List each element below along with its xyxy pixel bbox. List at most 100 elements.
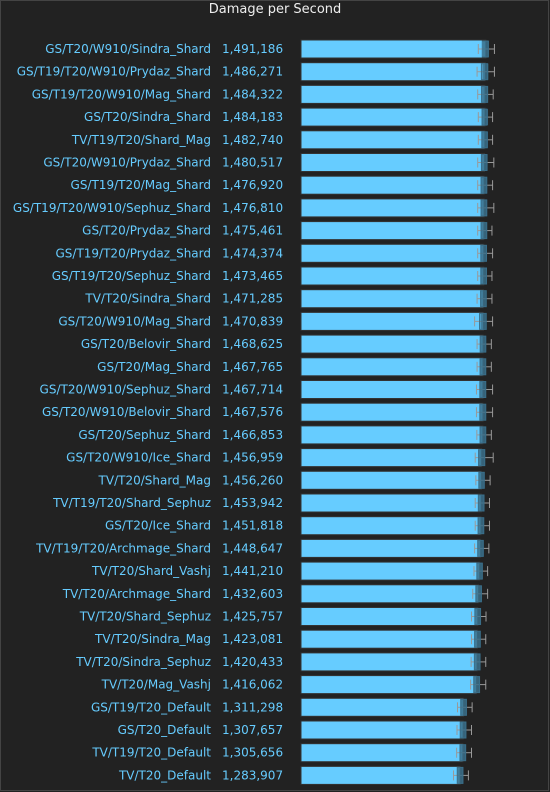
bar <box>300 765 461 785</box>
mean-marker <box>481 154 488 171</box>
row-value: 1,482,740 <box>222 133 283 147</box>
row-label: GS/T20/Sindra_Shard <box>84 110 211 124</box>
mean-marker <box>480 290 487 307</box>
row-label: GS/T20/Sephuz_Shard <box>78 428 211 442</box>
mean-marker <box>473 676 480 693</box>
row-value: 1,475,461 <box>222 224 283 238</box>
bar <box>300 221 485 241</box>
mean-marker <box>480 268 487 284</box>
bar <box>300 675 478 695</box>
mean-marker <box>479 404 486 421</box>
row-value: 1,471,285 <box>222 292 283 306</box>
mean-marker <box>474 631 481 648</box>
row-label: TV/T20_Default <box>118 768 211 782</box>
row-label: TV/T20/Shard_Vashj <box>91 564 211 578</box>
bar <box>300 198 485 218</box>
mean-marker <box>460 699 467 716</box>
row-label: TV/T20/Shard_Sephuz <box>79 610 211 624</box>
row-value: 1,480,517 <box>222 156 283 170</box>
row-value: 1,441,210 <box>222 564 283 578</box>
bar <box>300 743 464 763</box>
row-label: GS/T20/W910/Mag_Shard <box>58 314 211 328</box>
bar <box>300 39 487 59</box>
mean-marker <box>480 358 487 375</box>
bar <box>300 516 482 536</box>
row-value: 1,476,810 <box>222 201 283 215</box>
bar <box>300 153 486 172</box>
bar <box>300 357 484 377</box>
mean-marker <box>478 472 485 489</box>
row-value: 1,451,818 <box>222 519 283 533</box>
bar <box>300 175 485 195</box>
row-label: GS/T20/Mag_Shard <box>97 360 211 374</box>
row-value: 1,473,465 <box>222 269 283 283</box>
row-value: 1,491,186 <box>222 42 283 56</box>
bar <box>300 266 485 286</box>
row-value: 1,416,062 <box>222 678 283 692</box>
mean-marker <box>477 540 484 557</box>
mean-marker <box>482 86 489 103</box>
mean-marker <box>474 653 481 670</box>
row-value: 1,448,647 <box>222 541 283 555</box>
row-value: 1,486,271 <box>222 65 283 79</box>
bar <box>300 107 486 127</box>
row-label: GS/T20/Ice_Shard <box>105 519 211 533</box>
bar <box>300 130 486 150</box>
row-value: 1,307,657 <box>222 723 283 737</box>
mean-marker <box>474 608 481 625</box>
row-value: 1,466,853 <box>222 428 283 442</box>
bar <box>300 448 483 468</box>
bar <box>300 493 482 513</box>
mean-marker <box>476 563 483 580</box>
row-value: 1,283,907 <box>222 768 283 782</box>
chart-title: Damage per Second <box>208 2 342 17</box>
bar <box>300 652 478 672</box>
row-label: GS/T19/T20/Prydaz_Shard <box>56 246 212 260</box>
row-label: GS/T20/W910/Prydaz_Shard <box>43 156 211 170</box>
row-value: 1,467,576 <box>222 405 283 419</box>
mean-marker <box>482 109 489 126</box>
row-label: GS/T20/W910/Sindra_Shard <box>45 42 211 56</box>
mean-marker <box>480 313 487 330</box>
bar <box>300 334 484 354</box>
mean-marker <box>480 222 487 239</box>
row-value: 1,425,757 <box>222 610 283 624</box>
bar <box>300 311 484 331</box>
row-label: GS/T20/Prydaz_Shard <box>82 224 211 238</box>
row-value: 1,467,765 <box>222 360 283 374</box>
row-label: TV/T19/T20/Shard_Mag <box>71 133 211 147</box>
bar <box>300 697 465 717</box>
mean-marker <box>482 41 489 57</box>
bar <box>300 584 480 604</box>
row-value: 1,456,959 <box>222 451 283 465</box>
bar <box>300 380 484 399</box>
row-label: GS/T20/Belovir_Shard <box>81 337 211 351</box>
row-label: GS/T19/T20/Mag_Shard <box>71 178 211 192</box>
mean-marker <box>482 63 489 80</box>
row-label: GS/T19/T20/W910/Prydaz_Shard <box>17 65 211 79</box>
mean-marker <box>459 744 466 761</box>
row-value: 1,484,183 <box>222 110 283 124</box>
mean-marker <box>478 517 485 534</box>
bar <box>300 243 485 263</box>
bar <box>300 289 484 309</box>
mean-marker <box>475 585 482 602</box>
row-label: TV/T19/T20/Archmage_Shard <box>35 541 211 555</box>
row-label: TV/T19/T20/Shard_Sephuz <box>52 496 211 510</box>
row-label: GS/T20/W910/Sephuz_Shard <box>40 383 211 397</box>
row-label: TV/T20/Sindra_Mag <box>94 632 211 646</box>
bar <box>300 629 478 649</box>
mean-marker <box>480 336 487 353</box>
row-label: TV/T20/Mag_Vashj <box>101 678 211 692</box>
row-label: GS/T19/T20/W910/Mag_Shard <box>32 87 211 101</box>
bar <box>300 538 482 558</box>
row-label: GS/T20/W910/Belovir_Shard <box>42 405 211 419</box>
row-label: GS/T20_Default <box>118 723 212 737</box>
row-value: 1,470,839 <box>222 314 283 328</box>
mean-marker <box>478 495 485 511</box>
mean-marker <box>460 722 467 738</box>
mean-marker <box>457 767 464 784</box>
row-label: GS/T19/T20/Sephuz_Shard <box>52 269 211 283</box>
